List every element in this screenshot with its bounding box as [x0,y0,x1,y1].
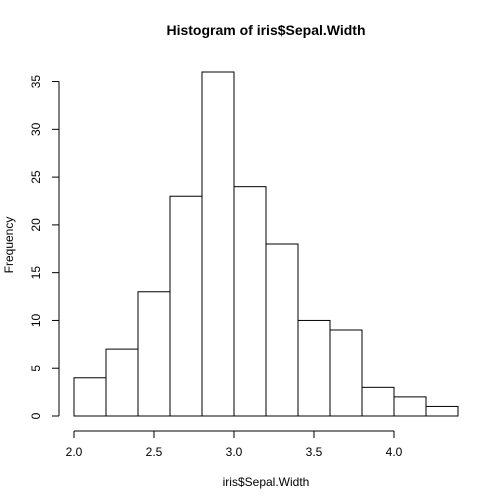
histogram-bar [297,319,331,417]
histogram-bar [105,348,139,417]
histogram-bar [169,195,203,417]
x-tick-label: 4.0 [386,445,403,459]
histogram-bar [233,186,267,417]
histogram-bar [265,243,299,417]
x-tick-label: 3.5 [306,445,323,459]
y-axis: 0 5 10 15 20 25 30 35 [29,75,60,419]
histogram-bar [201,71,235,417]
histogram-bar [361,386,395,417]
histogram-bar [137,291,171,417]
y-tick-label: 25 [29,170,43,184]
y-tick-label: 30 [29,122,43,136]
histogram-bars [73,71,459,417]
histogram-bar [393,396,427,417]
histogram-bar [329,329,363,417]
y-tick-label: 10 [29,313,43,327]
x-tick-label: 3.0 [226,445,243,459]
x-tick-label: 2.0 [66,445,83,459]
chart-title: Histogram of iris$Sepal.Width [166,22,365,38]
y-tick-label: 5 [29,365,43,372]
y-tick-label: 35 [29,75,43,89]
y-tick-label: 15 [29,266,43,280]
histogram-bar [425,405,459,417]
x-axis: 2.0 2.5 3.0 3.5 4.0 [66,430,403,459]
y-tick-label: 20 [29,218,43,232]
x-tick-label: 2.5 [146,445,163,459]
x-axis-label: iris$Sepal.Width [223,475,310,489]
y-tick-label: 0 [29,412,43,419]
histogram-bar [73,377,107,417]
y-axis-label: Frequency [2,217,16,274]
